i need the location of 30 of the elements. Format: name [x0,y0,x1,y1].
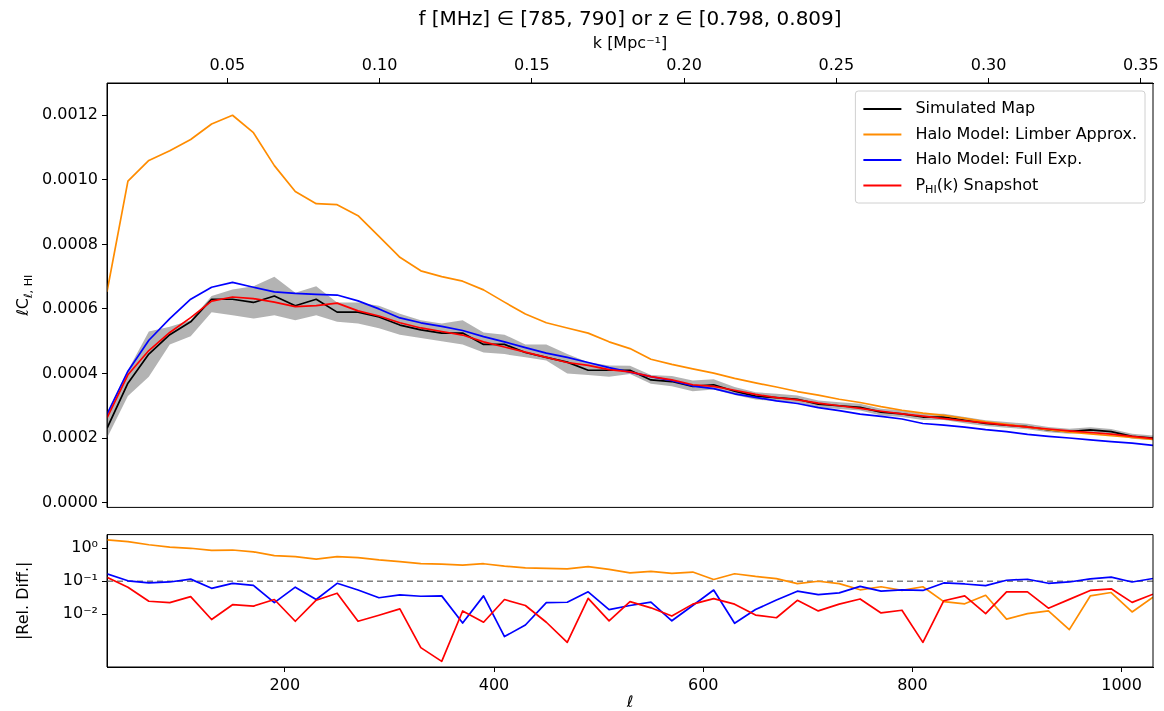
x2-tick-label: 0.35 [1123,54,1159,74]
x2-tick-label: 0.05 [209,54,246,74]
y-tick-label: 0.0006 [42,298,98,318]
x2-tick-label: 0.20 [666,54,702,74]
chart-title: f [MHz] ∈ [785, 790] or z ∈ [0.798, 0.809] [418,6,842,31]
legend-label: Halo Model: Limber Approx. [915,123,1138,143]
legend-label: Simulated Map [915,98,1036,118]
x-tick-label: 800 [897,674,928,694]
y-axis-title: ℓCℓ, HI [13,274,35,317]
y-axis-title: |Rel. Diff.| [13,561,33,641]
y-tick-label: 0.0010 [42,168,98,188]
y-tick-label: 10⁰ [71,537,98,557]
x-tick-label: 200 [269,674,301,694]
x2-tick-label: 0.25 [818,54,855,74]
x-tick-label: 600 [687,674,719,694]
legend-label: Halo Model: Full Exp. [915,149,1083,169]
x2-axis-title: k [Mpc⁻¹] [592,33,668,53]
y-tick-label: 0.0002 [42,427,98,447]
x2-tick-label: 0.15 [513,54,550,74]
y-tick-label: 0.0004 [42,362,98,382]
x-axis-title: ℓ [625,692,634,711]
y-tick-label: 0.0000 [42,491,98,511]
y-tick-label: 0.0012 [42,104,98,124]
y-tick-label: 10⁻² [62,603,98,623]
y-tick-label: 10⁻¹ [62,570,98,590]
x-tick-label: 400 [478,674,510,694]
x-tick-label: 1000 [1101,674,1142,694]
x2-tick-label: 0.10 [361,54,398,74]
y-tick-label: 0.0008 [42,233,98,253]
x2-tick-label: 0.30 [970,54,1007,74]
